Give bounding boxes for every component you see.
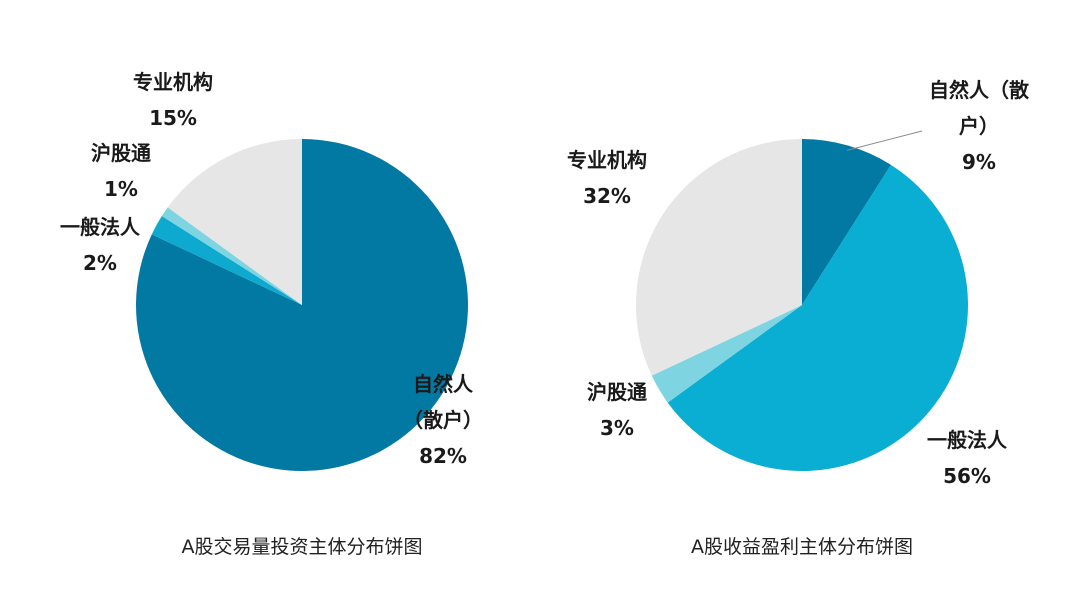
pie-slice-shanghai-connect: [161, 207, 302, 305]
pie-slice-professional-institutions: [167, 139, 302, 305]
data-label-professional-institutions: 专业机构 15%: [133, 70, 213, 130]
data-label-shanghai-connect: 沪股通 3%: [587, 380, 647, 440]
data-label-shanghai-connect: 沪股通 1%: [91, 141, 151, 201]
chart-title-1: A股交易量投资主体分布饼图: [182, 536, 423, 558]
pie-slice-general-corporations: [151, 216, 302, 305]
pie-slice-shanghai-connect: [651, 305, 802, 403]
pie-slice-professional-institutions: [636, 139, 802, 376]
chart-title-2: A股收益盈利主体分布饼图: [691, 536, 913, 558]
data-label-general-corporations: 一般法人 2%: [60, 215, 141, 275]
pie-chart-1: 自然人（散户） 82% 一般法人 2% 沪股通 1% 专业机构 15% A股交易量投资主体分布饼…: [60, 70, 483, 558]
pie-chart-2: 自然人（散户） 9% 一般法人 56% 沪股通 3% 专业机构 32% A股收益盈利主体分布饼图: [567, 78, 1030, 558]
data-label-general-corporations: 一般法人 56%: [927, 428, 1008, 488]
data-label-retail-investors: 自然人（散户） 82%: [403, 372, 483, 468]
pie-slice-general-corporations: [667, 164, 968, 472]
pie-slice-retail-investors: [802, 139, 891, 305]
leader-line-retail-investors: [846, 130, 923, 151]
data-label-retail-investors: 自然人（散户） 9%: [929, 78, 1030, 174]
data-label-professional-institutions: 专业机构 32%: [567, 148, 647, 208]
